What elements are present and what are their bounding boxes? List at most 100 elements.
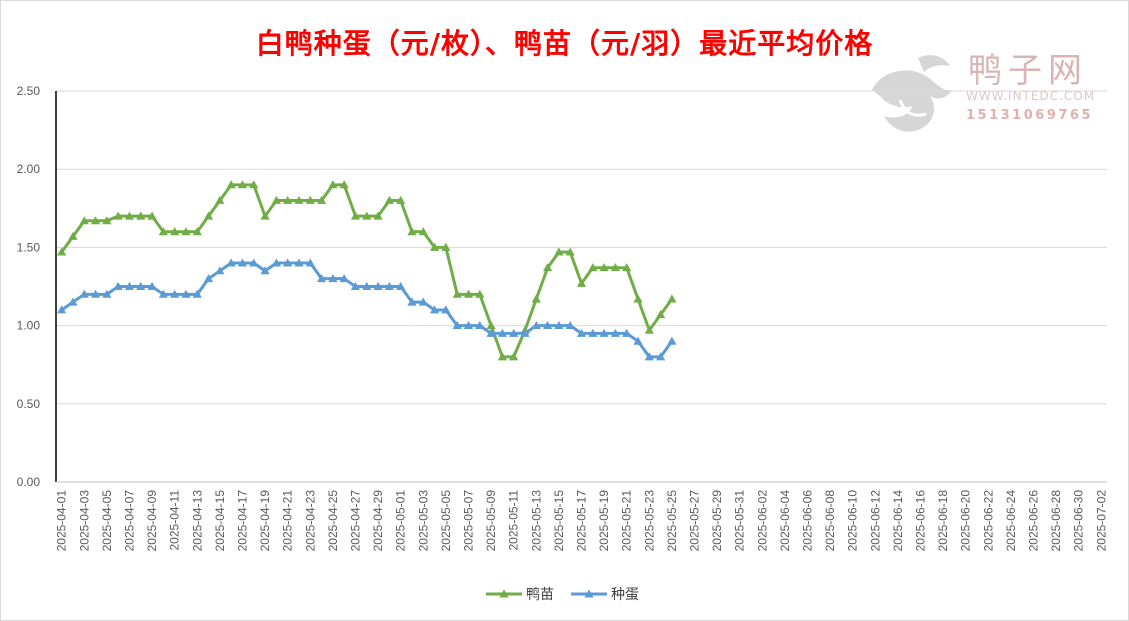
data-point: [79, 216, 89, 225]
x-tick-label: 2025-04-05: [100, 490, 114, 552]
data-point: [418, 227, 428, 236]
series-duckling: [57, 180, 677, 361]
data-point: [328, 274, 338, 283]
data-point: [283, 195, 293, 204]
data-point: [588, 263, 598, 272]
x-tick-label: 2025-05-15: [552, 490, 566, 552]
data-point: [565, 247, 575, 256]
data-point: [509, 352, 519, 361]
data-point: [599, 263, 609, 272]
data-point: [633, 336, 643, 345]
y-tick-label: 1.00: [17, 319, 41, 333]
data-point: [497, 328, 507, 337]
data-point: [576, 328, 587, 337]
data-point: [328, 180, 338, 189]
data-point: [531, 321, 541, 330]
data-point: [509, 328, 519, 337]
data-point: [644, 325, 654, 334]
data-point: [407, 297, 417, 306]
data-point: [249, 180, 259, 189]
data-point: [260, 211, 270, 220]
x-tick-label: 2025-06-12: [868, 490, 882, 552]
data-point: [452, 321, 462, 330]
x-tick-label: 2025-06-06: [801, 490, 815, 552]
x-tick-label: 2025-06-30: [1072, 490, 1086, 552]
x-tick-label: 2025-04-13: [190, 490, 204, 552]
x-tick-label: 2025-04-15: [213, 490, 227, 552]
data-point: [610, 328, 621, 337]
x-tick-label: 2025-06-26: [1027, 490, 1041, 552]
x-tick-label: 2025-04-09: [145, 490, 159, 552]
x-tick-label: 2025-06-22: [981, 490, 995, 552]
watermark-phone: 15131069765: [966, 108, 1093, 123]
data-point: [90, 216, 101, 225]
y-tick-label: 2.00: [17, 162, 41, 176]
y-tick-label: 0.00: [17, 475, 41, 489]
data-point: [124, 281, 135, 290]
data-point: [576, 278, 587, 287]
x-tick-label: 2025-07-02: [1094, 490, 1108, 552]
x-tick-label: 2025-04-27: [348, 490, 362, 552]
data-point: [237, 258, 248, 267]
data-point: [339, 180, 349, 189]
legend-label: 种蛋: [611, 587, 639, 603]
data-point: [350, 281, 361, 290]
data-point: [350, 211, 361, 220]
x-tick-label: 2025-05-31: [733, 490, 747, 552]
data-point: [565, 321, 575, 330]
x-tick-label: 2025-04-23: [303, 490, 317, 552]
x-tick-label: 2025-05-23: [642, 490, 656, 552]
x-tick-label: 2025-05-25: [665, 490, 679, 552]
x-tick-label: 2025-06-20: [959, 490, 973, 552]
data-point: [610, 263, 621, 272]
x-tick-label: 2025-06-16: [914, 490, 928, 552]
legend-item-egg: 种蛋: [571, 587, 639, 603]
data-point: [249, 258, 259, 267]
watermark: 鸭子网 WWW.INTEDC.COM 15131069765: [872, 51, 1095, 132]
data-point: [542, 263, 553, 272]
data-point: [102, 216, 112, 225]
watermark-brand: 鸭子网: [968, 51, 1088, 91]
data-point: [170, 227, 180, 236]
data-point: [396, 281, 406, 290]
gridlines: [56, 90, 1107, 405]
data-point: [113, 211, 123, 220]
data-point: [215, 195, 225, 204]
x-tick-label: 2025-05-05: [439, 490, 453, 552]
x-tick-label: 2025-04-21: [281, 490, 295, 552]
data-point: [418, 297, 428, 306]
data-point: [429, 242, 440, 251]
x-tick-label: 2025-04-03: [77, 490, 91, 552]
watermark-site: WWW.INTEDC.COM: [966, 89, 1095, 103]
data-point: [316, 195, 327, 204]
data-point: [633, 294, 643, 303]
data-point: [271, 258, 281, 267]
x-tick-label: 2025-05-07: [461, 490, 475, 552]
x-tick-label: 2025-05-01: [394, 490, 408, 552]
data-point: [373, 211, 383, 220]
data-point: [271, 195, 281, 204]
legend-item-duckling: 鸭苗: [486, 587, 554, 603]
data-point: [305, 258, 315, 267]
data-point: [396, 195, 406, 204]
data-point: [90, 289, 101, 298]
data-point: [226, 180, 236, 189]
y-tick-label: 0.50: [17, 397, 41, 411]
data-point: [260, 266, 270, 275]
x-tick-label: 2025-06-18: [936, 490, 950, 552]
data-point: [226, 258, 236, 267]
data-point: [622, 263, 632, 272]
data-point: [181, 289, 191, 298]
legend-marker: [584, 589, 594, 598]
x-tick-label: 2025-05-27: [688, 490, 702, 552]
legend: 鸭苗 种蛋: [486, 587, 639, 603]
data-point: [554, 247, 564, 256]
data-point: [588, 328, 598, 337]
x-tick-label: 2025-06-04: [778, 490, 792, 552]
data-point: [158, 289, 168, 298]
data-point: [486, 328, 496, 337]
data-point: [599, 328, 609, 337]
x-tick-label: 2025-05-09: [484, 490, 498, 552]
data-point: [542, 321, 553, 330]
